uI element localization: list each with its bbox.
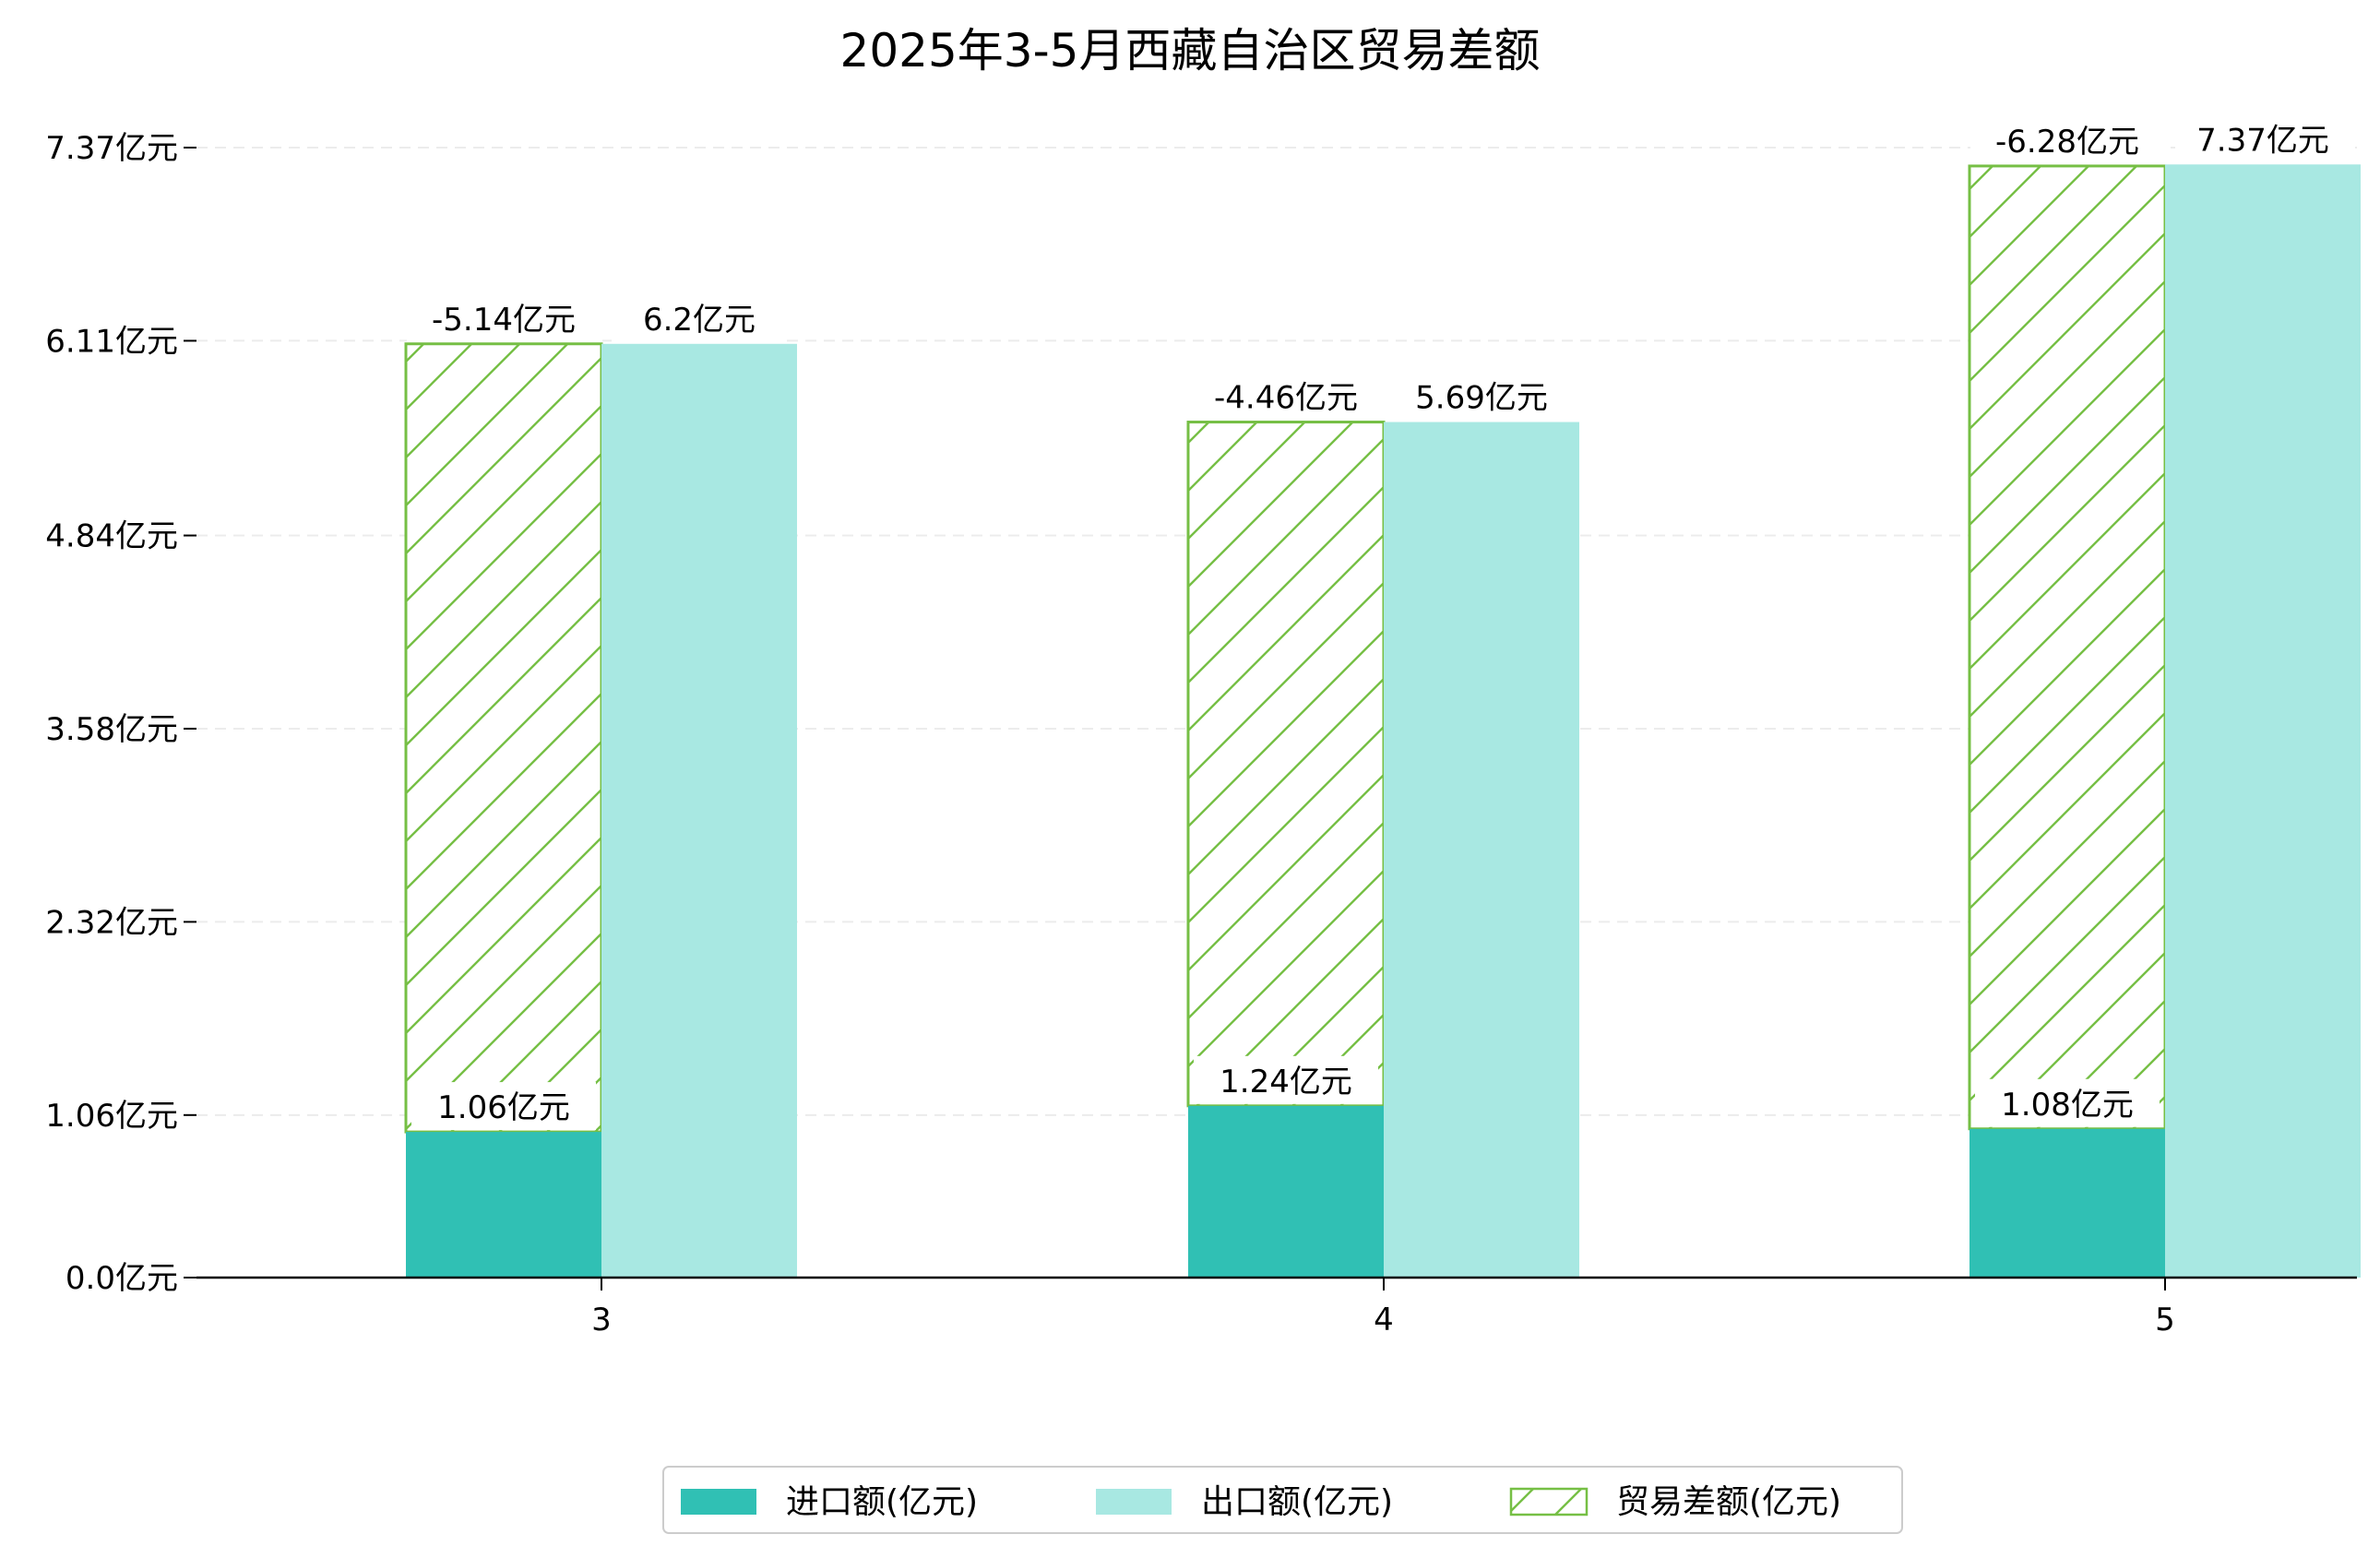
data-label-box	[407, 293, 601, 342]
chart-title: 2025年3-5月西藏自治区贸易差额	[840, 24, 1541, 77]
x-tick-label: 4	[1374, 1302, 1394, 1338]
bar-export	[1384, 422, 1579, 1278]
legend-swatch	[681, 1489, 756, 1515]
data-label-box	[1975, 1078, 2160, 1127]
bar-export	[601, 343, 797, 1278]
bar-trade-balance	[404, 342, 603, 1134]
data-label: 1.06亿元	[437, 1089, 570, 1126]
x-tick-label: 5	[2155, 1302, 2175, 1338]
data-label: -6.28亿元	[1995, 124, 2139, 161]
bar-export	[2165, 164, 2361, 1279]
legend-swatch	[1509, 1487, 1589, 1516]
y-tick-label: 2.32亿元	[45, 904, 178, 941]
y-tick-label: 1.06亿元	[45, 1098, 178, 1135]
legend-swatch	[1096, 1489, 1172, 1515]
legend-frame	[662, 1466, 1903, 1534]
y-tick-label: 6.11亿元	[45, 323, 178, 360]
data-label-box	[1394, 372, 1569, 421]
bar-import	[1188, 1105, 1384, 1278]
y-tick-label: 0.0亿元	[65, 1260, 178, 1297]
y-tick-label: 4.84亿元	[45, 518, 178, 555]
legend-label: 进口额(亿元)	[786, 1483, 978, 1521]
data-labels-group: 1.06亿元 -5.14亿元 6.2亿元 1.24亿元 -4.46亿元 5.69亿元 1.0…	[407, 114, 2350, 1131]
data-label: 1.08亿元	[2001, 1087, 2134, 1124]
y-tick-label: 3.58亿元	[45, 711, 178, 748]
bars-group	[404, 164, 2361, 1279]
data-label-box	[612, 293, 787, 342]
axes-group: 0.0亿元 1.06亿元 2.32亿元 3.58亿元 4.84亿元 6.11亿元 7.37亿…	[45, 130, 2357, 1338]
data-label: 5.69亿元	[1415, 380, 1548, 417]
x-tick-label: 3	[591, 1302, 612, 1338]
data-label-box	[1189, 372, 1383, 421]
y-tick-label: 7.37亿元	[45, 130, 178, 167]
legend-label: 出口额(亿元)	[1201, 1483, 1393, 1521]
bar-import	[406, 1132, 601, 1278]
legend: 进口额(亿元) 出口额(亿元) 贸易差额(亿元)	[662, 1466, 1903, 1534]
legend-label: 贸易差额(亿元)	[1616, 1483, 1841, 1521]
data-label-box	[411, 1082, 596, 1131]
data-label: 7.37亿元	[2196, 122, 2329, 159]
data-label-box	[1194, 1055, 1378, 1104]
data-label-box	[2175, 114, 2350, 163]
data-label: 1.24亿元	[1220, 1064, 1352, 1100]
bar-trade-balance	[1186, 421, 1386, 1108]
data-label: 6.2亿元	[643, 302, 756, 339]
bar-trade-balance	[1968, 164, 2167, 1131]
data-label: -5.14亿元	[432, 302, 576, 339]
data-label: -4.46亿元	[1214, 380, 1358, 417]
bar-import	[1969, 1128, 2165, 1278]
data-label-box	[1970, 115, 2164, 164]
